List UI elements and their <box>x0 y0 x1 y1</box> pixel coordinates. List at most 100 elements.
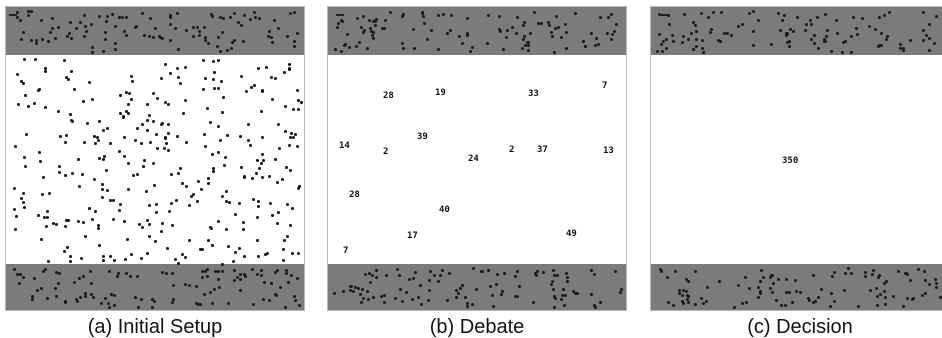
agent-dot <box>566 275 570 279</box>
agent-dot <box>513 294 517 298</box>
agent-dot <box>220 31 224 34</box>
agent-dot <box>784 33 788 37</box>
agent-dot <box>289 223 292 227</box>
agent-dot <box>242 39 246 43</box>
agent-dot <box>372 36 376 40</box>
agent-dot <box>66 35 70 39</box>
agent-dot <box>368 272 372 276</box>
agent-dot <box>64 174 68 178</box>
agent-dot <box>353 285 357 289</box>
agent-dot <box>44 267 48 271</box>
agent-dot <box>283 71 287 75</box>
agent-dot <box>368 18 372 22</box>
agent-dot <box>465 34 469 37</box>
agent-dot <box>84 295 88 299</box>
agent-dot <box>259 161 263 165</box>
agent-dot <box>552 288 556 292</box>
agent-dot <box>371 34 375 38</box>
agent-dot <box>372 20 376 24</box>
agent-dot <box>840 50 844 54</box>
agent-dot <box>825 29 829 32</box>
agent-dot <box>46 297 50 301</box>
agent-dot <box>53 36 57 40</box>
agent-dot <box>124 257 128 261</box>
agent-dot <box>382 293 386 297</box>
agent-dot <box>691 48 695 52</box>
agent-dot <box>619 287 623 291</box>
agent-dot <box>169 16 173 20</box>
agent-dot <box>92 296 95 299</box>
agent-dot <box>22 191 26 195</box>
agent-dot <box>26 10 30 14</box>
agent-dot <box>90 217 94 221</box>
agent-dot <box>704 300 708 304</box>
agent-dot <box>494 282 498 286</box>
agent-dot <box>284 269 288 273</box>
agent-dot <box>275 268 279 272</box>
agent-dot <box>362 296 365 300</box>
agent-dot <box>288 168 292 172</box>
agent-dot <box>708 31 712 35</box>
agent-dot <box>503 271 507 275</box>
agent-dot <box>924 34 928 38</box>
agent-dot <box>257 205 261 209</box>
agent-dot <box>298 184 302 188</box>
agent-dot <box>154 26 158 30</box>
agent-dot <box>596 43 600 47</box>
agent-dot <box>67 78 70 82</box>
agent-dot <box>106 127 110 131</box>
agent-dot <box>68 260 72 264</box>
agent-dot <box>128 274 132 278</box>
agent-dot <box>154 210 158 214</box>
agent-dot <box>194 285 198 288</box>
agent-dot <box>420 302 424 306</box>
agent-dot <box>285 271 289 275</box>
agent-dot <box>486 268 490 272</box>
agent-dot <box>280 178 284 182</box>
agent-dot <box>769 43 773 47</box>
agent-dot <box>139 142 143 146</box>
agent-dot <box>18 282 22 285</box>
agent-dot <box>342 43 346 47</box>
agent-dot <box>116 275 120 279</box>
agent-dot <box>878 293 882 297</box>
agent-dot <box>43 69 47 73</box>
agent-dot <box>933 42 937 46</box>
agent-dot <box>535 269 539 273</box>
agent-dot <box>70 171 74 175</box>
agent-dot <box>248 143 252 147</box>
agent-dot <box>266 34 270 38</box>
agent-dot <box>82 141 86 145</box>
agent-dot <box>230 47 233 51</box>
agent-dot <box>700 47 704 50</box>
agent-dot <box>211 166 215 170</box>
agent-dot <box>160 271 164 275</box>
agent-dot <box>112 293 116 297</box>
agent-dot <box>373 23 377 27</box>
agent-dot <box>203 145 207 149</box>
agent-dot <box>446 32 449 36</box>
agent-dot <box>231 260 235 264</box>
agent-dot <box>211 14 215 18</box>
agent-dot <box>20 38 24 42</box>
agent-dot <box>163 101 167 105</box>
agent-dot <box>445 298 449 302</box>
agent-dot <box>794 289 798 293</box>
agent-dot <box>239 273 243 277</box>
agent-dot <box>566 279 569 283</box>
agent-dot <box>172 283 176 287</box>
agent-dot <box>339 19 343 22</box>
agent-dot <box>189 194 193 198</box>
agent-dot <box>364 273 368 277</box>
agent-dot <box>666 275 670 279</box>
agent-dot <box>361 15 365 19</box>
agent-dot <box>133 295 137 299</box>
agent-dot <box>534 274 538 278</box>
agent-dot <box>67 219 71 223</box>
agent-dot <box>84 292 88 295</box>
agent-dot <box>682 288 685 292</box>
agent-dot <box>786 40 790 44</box>
agent-dot <box>371 273 375 277</box>
agent-dot <box>412 277 416 280</box>
agent-dot <box>759 292 763 295</box>
